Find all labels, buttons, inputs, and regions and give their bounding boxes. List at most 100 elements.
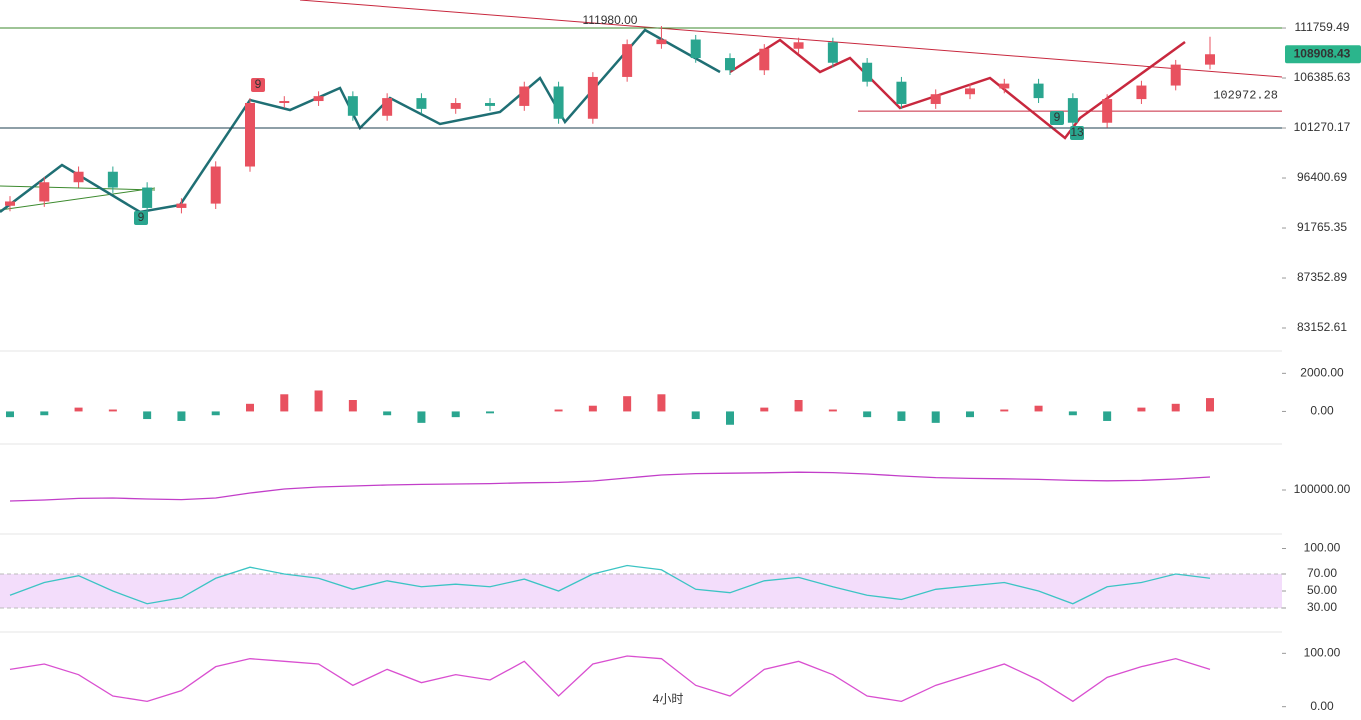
candle-body (176, 203, 187, 208)
y-tick-label: 91765.35 (1297, 220, 1347, 234)
candle-body (725, 58, 735, 71)
macd-bar (760, 407, 769, 412)
trend-line (0, 187, 156, 211)
y-tick-label: 2000.00 (1300, 366, 1344, 380)
macd-bar (588, 405, 597, 412)
candle-body (39, 182, 50, 202)
candle-body (656, 39, 667, 45)
candle-body (142, 187, 153, 208)
candle-body (965, 88, 975, 95)
marker-box (1070, 126, 1084, 140)
y-tick-label: 101270.17 (1294, 120, 1351, 134)
candle-body (999, 83, 1010, 89)
macd-bar (1206, 398, 1214, 412)
candle-body (416, 98, 427, 109)
candle-body (5, 201, 15, 206)
macd-bar (554, 409, 563, 412)
macd-bar (897, 411, 906, 421)
macd-bar (280, 394, 289, 412)
macd-bar (314, 390, 323, 412)
macd-bar (863, 411, 872, 418)
y-tick-label: 100000.00 (1294, 482, 1351, 496)
marker-label: 9 (138, 210, 145, 224)
macd-bar (486, 411, 494, 414)
trend-line (0, 185, 156, 191)
macd-bar (691, 411, 700, 420)
macd-bar (966, 411, 974, 418)
y-tick-label: 30.00 (1307, 600, 1337, 614)
y-tick-label: 100.00 (1304, 646, 1341, 660)
indicator-line (9, 564, 1211, 605)
macd-bar (1171, 403, 1180, 412)
price-line-label: 102972.28 (1213, 88, 1278, 102)
candle-body (1170, 64, 1181, 86)
y-tick-label: 83152.61 (1297, 320, 1347, 334)
candle-body (622, 44, 633, 77)
macd-bar (828, 409, 837, 412)
macd-bar (794, 400, 803, 412)
macd-bar (1137, 407, 1146, 412)
macd-bar (348, 400, 357, 412)
macd-bar (1068, 411, 1077, 416)
macd-bar (108, 409, 117, 412)
candle-body (1033, 83, 1044, 99)
y-tick-label: 70.00 (1307, 566, 1337, 580)
macd-bar (211, 411, 220, 416)
indicator-line (9, 655, 1211, 703)
marker-box (134, 211, 148, 225)
candle-body (690, 39, 701, 59)
timeframe-caption: 4小时 (653, 692, 684, 706)
candle-body (382, 98, 393, 116)
macd-bar (74, 407, 83, 412)
macd-bar (931, 411, 940, 423)
candle-body (587, 76, 598, 119)
macd-bar (40, 411, 49, 416)
candle-body (793, 42, 804, 49)
indicator-line (9, 471, 1211, 502)
macd-bar (177, 411, 186, 421)
candle-body (485, 102, 495, 106)
current-price-label: 108908.43 (1294, 46, 1351, 60)
y-tick-label: 106385.63 (1294, 70, 1351, 84)
candle-body (73, 171, 84, 183)
y-tick-label: 0.00 (1310, 404, 1334, 418)
y-tick-label: 50.00 (1307, 583, 1337, 597)
candle-body (1102, 99, 1113, 123)
marker-label: 9 (255, 77, 262, 91)
macd-bar (246, 403, 254, 412)
macd-bar (1034, 405, 1043, 412)
macd-bar (657, 394, 666, 412)
y-tick-label: 100.00 (1304, 541, 1341, 555)
macd-bar (1000, 409, 1009, 412)
macd-bar (451, 411, 460, 418)
candle-body (759, 48, 770, 71)
candle-body (1136, 85, 1147, 100)
y-tick-label: 111759.49 (1295, 20, 1350, 34)
trend-line (299, 0, 1283, 78)
marker-box (251, 78, 265, 92)
marker-label: 13 (1070, 125, 1084, 139)
price-tag (1285, 45, 1361, 64)
candle-body (896, 81, 907, 104)
peak-label: 111980.00 (583, 13, 638, 27)
candle-body (450, 102, 461, 109)
candle-body (210, 166, 221, 204)
candle-body (827, 42, 838, 63)
candle-body (1205, 54, 1215, 65)
candle-body (279, 101, 290, 103)
candle-body (1067, 98, 1078, 123)
marker-box (1050, 111, 1064, 125)
macd-bar (726, 411, 734, 425)
macd-bar (383, 411, 392, 416)
y-tick-label: 87352.89 (1297, 270, 1347, 284)
candle-body (519, 86, 530, 106)
macd-bar (417, 411, 426, 423)
candle-body (862, 62, 873, 82)
candle-body (553, 86, 564, 119)
macd-bar (1103, 411, 1112, 421)
candle-body (347, 96, 358, 116)
macd-bar (623, 396, 632, 412)
candle-body (930, 94, 941, 104)
marker-label: 9 (1054, 110, 1061, 124)
